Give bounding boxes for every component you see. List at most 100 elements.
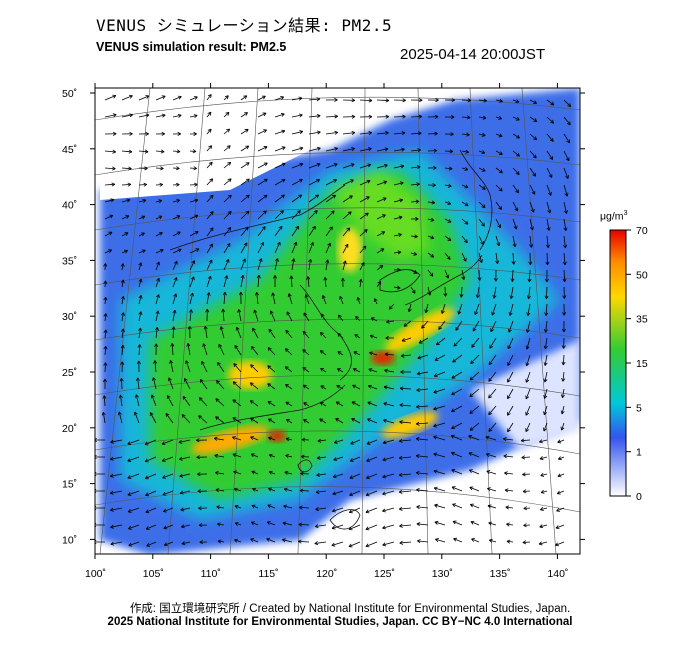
wind-arrow: [359, 147, 372, 152]
wind-arrow: [144, 473, 157, 480]
wind-arrow: [216, 522, 225, 527]
wind-arrow: [163, 524, 174, 530]
wind-arrow: [285, 329, 293, 339]
wind-arrow: [525, 422, 531, 432]
wind-arrow: [257, 194, 268, 203]
wind-arrow: [172, 198, 181, 203]
lat-tick-label: 15˚: [62, 479, 77, 491]
wind-arrow: [117, 411, 123, 424]
wind-arrow: [506, 539, 514, 544]
wind-arrow: [538, 541, 548, 546]
wind-arrow: [138, 182, 148, 187]
wind-arrow: [188, 309, 193, 322]
wind-arrow: [167, 377, 174, 390]
wind-arrow: [410, 216, 419, 221]
wind-arrow: [238, 291, 243, 305]
wind-arrow: [223, 275, 229, 288]
wind-arrow: [342, 98, 356, 103]
wind-arrow: [325, 242, 331, 254]
wind-arrow: [563, 218, 568, 232]
wind-arrow: [237, 309, 242, 322]
wind-arrow: [138, 262, 143, 271]
wind-arrow: [478, 167, 486, 172]
wind-arrow: [545, 235, 550, 249]
wind-arrow: [339, 295, 344, 305]
wind-arrow: [495, 235, 501, 247]
wind-arrow: [315, 507, 327, 512]
wind-arrow: [306, 276, 311, 288]
wind-arrow: [400, 353, 412, 358]
wind-arrow: [398, 489, 412, 494]
wind-arrow: [249, 400, 259, 407]
wind-arrow: [342, 163, 355, 169]
wind-arrow: [461, 184, 469, 189]
wind-arrow: [121, 131, 133, 136]
wind-arrow: [233, 363, 242, 373]
wind-arrow: [155, 166, 164, 171]
wind-arrow: [121, 198, 131, 203]
wind-arrow: [172, 166, 180, 171]
wind-arrow: [461, 235, 468, 244]
wind-arrow: [252, 487, 259, 492]
wind-arrow: [155, 182, 163, 187]
wind-arrow: [443, 286, 448, 297]
wind-arrow: [138, 232, 145, 237]
wind-arrow: [121, 166, 132, 171]
wind-arrow: [186, 342, 191, 356]
wind-arrow: [251, 470, 259, 475]
wind-arrow: [453, 337, 463, 347]
wind-arrow: [254, 292, 259, 305]
wind-arrow: [546, 201, 552, 214]
wind-arrow: [103, 329, 108, 339]
wind-arrow: [359, 98, 373, 103]
title-jp: VENUS シミュレーション結果: PM2.5: [96, 16, 393, 35]
wind-arrow: [104, 249, 112, 254]
wind-arrow: [556, 507, 565, 512]
wind-arrow: [300, 454, 310, 459]
wind-arrow: [376, 265, 384, 271]
wind-arrow: [410, 251, 418, 256]
wind-arrow: [451, 422, 463, 430]
wind-arrow: [382, 490, 395, 496]
wind-arrow: [149, 412, 157, 424]
wind-arrow: [488, 371, 497, 382]
wind-arrow: [133, 411, 140, 424]
wind-arrow: [505, 505, 514, 510]
wind-arrow: [223, 111, 230, 118]
wind-arrow: [529, 184, 536, 195]
wind-arrow: [216, 505, 225, 510]
wind-arrow: [562, 286, 567, 299]
wind-arrow: [206, 178, 214, 186]
wind-arrow: [370, 317, 378, 322]
wind-arrow: [198, 506, 208, 511]
wind-arrow: [135, 377, 140, 390]
wind-arrow: [399, 420, 412, 425]
wind-arrow: [206, 211, 214, 220]
wind-arrow: [383, 402, 395, 407]
wind-arrow: [120, 263, 125, 271]
wind-arrow: [563, 201, 568, 214]
wind-arrow: [172, 231, 181, 237]
wind-arrow: [557, 439, 565, 444]
wind-arrow: [234, 538, 242, 543]
wind-arrow: [393, 164, 405, 169]
wind-arrow: [410, 165, 421, 170]
wind-arrow: [433, 371, 446, 378]
wind-arrow: [104, 166, 116, 171]
wind-arrow: [382, 541, 395, 547]
wind-arrow: [154, 327, 159, 339]
wind-arrow: [314, 541, 327, 546]
wind-arrow: [120, 312, 125, 322]
wind-arrow: [512, 150, 520, 157]
wind-arrow: [138, 215, 146, 220]
wind-arrow: [444, 132, 454, 137]
wind-arrow: [444, 218, 452, 223]
wind-arrow: [563, 184, 569, 197]
wind-arrow: [543, 337, 548, 350]
wind-arrow: [556, 490, 565, 495]
wind-arrow: [415, 471, 429, 476]
wind-arrow: [359, 212, 369, 220]
wind-arrow: [325, 97, 338, 102]
wind-arrow: [525, 354, 531, 367]
